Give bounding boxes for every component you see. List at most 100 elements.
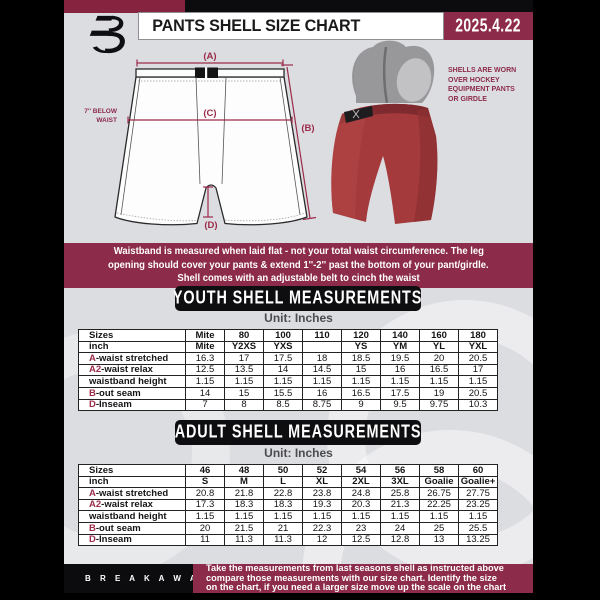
photo-note: SHELLS ARE WORN OVER HOCKEY EQUIPMENT PA… [448,66,530,104]
table-cell: 80 [224,329,264,342]
table-cell: 13.25 [458,533,498,547]
table-cell: 12.5 [185,363,225,377]
row-label-prefix: D [89,399,96,411]
youth-unit-label: Unit: Inches [264,311,333,325]
info-banner-line: Waistband is measured when laid flat - n… [113,246,484,258]
table-row: inch S M L XL 2XL 3XL Goalie Goalie+ [78,475,498,489]
table-cell: 14.5 [302,363,342,377]
table-cell: 14 [185,386,225,400]
label-c: (C) [203,108,216,119]
table-cell: 58 [419,464,459,477]
waist-note: 7'' BELOW WAIST [69,108,117,125]
table-row: D-Inseam 7 8 8.5 8.75 9 9.5 9.75 10.3 [78,398,498,412]
table-cell: 12.8 [380,533,420,547]
table-cell: 18 [302,352,342,365]
date-badge: 2025.4.22 [444,12,533,40]
row-label: inch [78,475,186,489]
adult-size-table: Sizes 46 48 50 52 54 56 58 60 inch S M L XL 2XL 3XL Goal… [78,464,498,547]
table-cell: 20 [185,521,225,535]
table-cell: 1.15 [263,375,303,388]
brand-name: B R E A K A W A Y [85,574,214,583]
row-label-prefix: A [89,352,96,364]
table-cell: 15.5 [263,386,303,400]
table-cell: 100 [263,329,303,342]
table-cell: 18.3 [224,498,264,512]
header-strip-maroon [64,0,185,13]
table-cell: 18.5 [341,352,381,365]
footer-instructions: Take the measurements from last seasons … [193,564,533,593]
table-cell: 17.5 [263,352,303,365]
table-row: D-Inseam 11 11.3 11.3 12 12.5 12.8 13 13.25 [78,533,498,547]
row-label-prefix: A2 [89,364,102,376]
table-row: waistband height 1.15 1.15 1.15 1.15 1.15 1.15… [78,510,498,523]
label-b: (B) [301,123,314,134]
table-cell: 25.8 [380,487,420,500]
info-banner-line: Shell comes with an adjustable belt to c… [177,273,420,285]
table-row: A-waist stretched 16.3 17 17.5 18 18.5 19.5 20 2… [78,352,498,365]
table-cell: 25 [419,521,459,535]
table-cell: 1.15 [302,375,342,388]
table-cell: 8.5 [263,398,303,412]
size-chart-document: PANTS SHELL SIZE CHART 2025.4.22 (A) [64,0,533,593]
table-cell: 11 [185,533,225,547]
table-cell: 24 [380,521,420,535]
page-title: PANTS SHELL SIZE CHART [138,12,444,40]
table-cell: 13 [419,533,459,547]
table-row: waistband height 1.15 1.15 1.15 1.15 1.15 1.15… [78,375,498,388]
table-cell: 60 [458,464,498,477]
table-cell: 21.8 [224,487,264,500]
table-cell: 1.15 [341,510,381,523]
table-cell: 16.5 [341,386,381,400]
table-cell: 7 [185,398,225,412]
table-cell: Goalie [419,475,459,489]
table-cell: 20.3 [341,498,381,512]
header-strip [64,0,533,13]
table-cell: XL [302,475,342,489]
table-cell: YXL [458,340,498,354]
table-cell: 21.3 [380,498,420,512]
table-cell: Y2XS [224,340,264,354]
table-cell: 16 [380,363,420,377]
table-cell: 27.75 [458,487,498,500]
table-cell: 1.15 [185,375,225,388]
table-cell: 1.15 [185,510,225,523]
table-cell: YL [419,340,459,354]
table-cell: 17.5 [380,386,420,400]
table-cell: M [224,475,264,489]
table-cell: 46 [185,464,225,477]
table-cell: 16.3 [185,352,225,365]
table-cell: 180 [458,329,498,342]
table-cell: 23 [341,521,381,535]
table-row: B-out seam 14 15 15.5 16 16.5 17.5 19 20.5 [78,386,498,400]
table-cell: YXS [263,340,303,354]
table-cell: 15 [224,386,264,400]
table-cell: 10.3 [458,398,498,412]
table-cell: 8 [224,398,264,412]
table-cell: 13.5 [224,363,264,377]
row-label-prefix: B [89,387,96,399]
table-cell: 1.15 [458,510,498,523]
table-cell: Mite [185,329,225,342]
table-cell: 48 [224,464,264,477]
row-label: B-out seam [78,521,186,535]
footer-brand-box: B R E A K A W A Y [64,564,210,593]
table-cell: 23.8 [302,487,342,500]
table-cell: Goalie+ [458,475,498,489]
table-cell: 20 [419,352,459,365]
table-row: B-out seam 20 21.5 21 22.3 23 24 25 25.5 [78,521,498,535]
table-cell: 17 [458,363,498,377]
row-label-prefix: A2 [89,499,102,511]
footer-line: compare those measurements with our size… [206,572,497,584]
table-cell: 1.15 [380,510,420,523]
row-label: A-waist stretched [78,487,186,500]
label-d: (D) [204,220,217,231]
table-cell: 22.25 [419,498,459,512]
table-cell: 1.15 [224,510,264,523]
shorts-diagram: (A) (C) [114,51,317,231]
youth-size-table: Sizes Mite 80 100 110 120 140 160 180 inch Mite Y2X… [78,329,498,412]
table-cell: 2XL [341,475,381,489]
row-label: waistband height [78,375,186,388]
table-cell: 50 [263,464,303,477]
label-a: (A) [203,51,216,62]
header-strip-black [185,0,533,13]
